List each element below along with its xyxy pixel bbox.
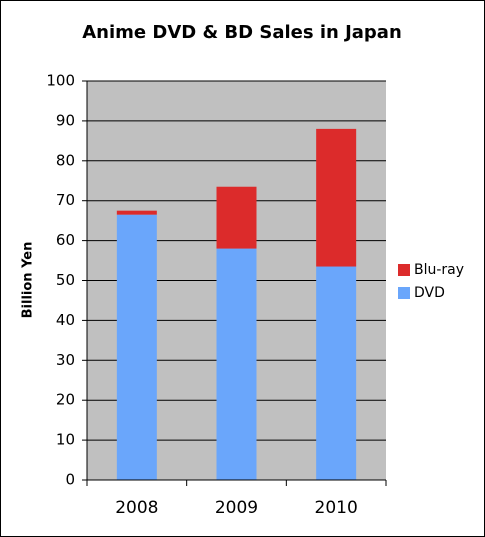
- x-tick-label: 2010: [315, 498, 358, 518]
- bar-segment: [216, 186, 257, 249]
- legend-swatch: [398, 287, 410, 299]
- y-tick-label: 60: [56, 231, 75, 249]
- y-tick-label: 40: [56, 311, 75, 329]
- y-tick-label: 70: [56, 191, 75, 209]
- bar-segment: [216, 248, 257, 480]
- y-tick-label: 100: [46, 72, 75, 90]
- y-tick-label: 20: [56, 391, 75, 409]
- legend-label: DVD: [414, 285, 445, 301]
- legend-label: Blu-ray: [414, 262, 464, 278]
- x-tick-label: 2008: [115, 498, 158, 518]
- y-tick-label: 50: [56, 271, 75, 289]
- x-tick-label: 2009: [215, 498, 258, 518]
- y-tick-label: 80: [56, 151, 75, 169]
- y-tick-label: 0: [65, 471, 75, 489]
- y-tick-label: 90: [56, 111, 75, 129]
- legend-swatch: [398, 264, 410, 276]
- y-tick-label: 30: [56, 351, 75, 369]
- bar-segment: [316, 266, 357, 480]
- y-tick-label: 10: [56, 431, 75, 449]
- chart-title: Anime DVD & BD Sales in Japan: [82, 22, 402, 43]
- y-axis-label: Billion Yen: [21, 242, 36, 319]
- bar-segment: [116, 214, 157, 481]
- bar-segment: [316, 128, 357, 267]
- bar-segment: [116, 210, 157, 215]
